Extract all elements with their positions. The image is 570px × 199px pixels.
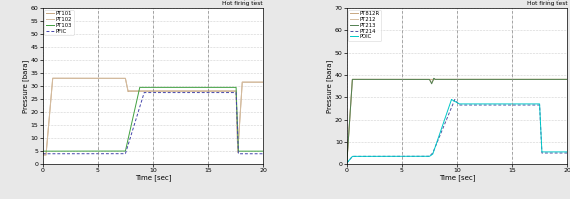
X-axis label: Time [sec]: Time [sec] — [439, 175, 475, 181]
PT214 — [451, 98, 458, 101]
POIC — [546, 151, 553, 153]
PT103 — [253, 150, 260, 152]
PT101 — [39, 154, 46, 156]
PT102 — [144, 90, 151, 92]
PT812R — [546, 78, 553, 81]
PT212 — [546, 78, 553, 81]
POIC — [436, 134, 443, 136]
POIC — [564, 151, 570, 153]
PT102 — [242, 81, 249, 83]
PT212 — [557, 78, 564, 81]
PT103 — [200, 86, 206, 89]
PT214 — [343, 162, 350, 164]
POIC — [557, 151, 564, 153]
POIC — [448, 98, 455, 101]
PFIC — [144, 91, 151, 94]
PT812R — [438, 78, 445, 81]
PT214 — [503, 104, 510, 106]
PT812R — [564, 78, 570, 81]
PT812R — [343, 162, 350, 164]
Line: PT212: PT212 — [347, 79, 567, 163]
Line: PT213: PT213 — [347, 78, 567, 163]
POIC — [448, 98, 455, 101]
PFIC — [141, 91, 148, 94]
Legend: PT812R, PT212, PT213, PT214, POIC: PT812R, PT212, PT213, PT214, POIC — [348, 10, 381, 41]
PFIC — [132, 120, 139, 123]
Line: PT812R: PT812R — [347, 79, 567, 163]
Line: PT214: PT214 — [347, 100, 567, 163]
PT102 — [49, 77, 56, 79]
PT214 — [448, 106, 455, 109]
PT812R — [503, 78, 510, 81]
PT101 — [49, 77, 56, 79]
PT812R — [436, 78, 443, 81]
Y-axis label: Pressure [bara]: Pressure [bara] — [327, 60, 333, 113]
PT213 — [448, 78, 455, 81]
Legend: PT101, PT102, PT103, PFIC: PT101, PT102, PT103, PFIC — [44, 10, 74, 35]
PT101 — [132, 90, 139, 93]
PT213 — [438, 78, 445, 81]
Line: PT102: PT102 — [43, 78, 263, 154]
PT101 — [144, 90, 151, 93]
PT103 — [136, 86, 143, 89]
Line: PT103: PT103 — [43, 87, 263, 151]
PT103 — [39, 150, 46, 152]
PT101 — [260, 81, 267, 83]
PT213 — [430, 77, 437, 79]
PT212 — [564, 78, 570, 81]
Line: PT101: PT101 — [43, 78, 263, 155]
Line: POIC: POIC — [347, 100, 567, 163]
PT103 — [144, 86, 151, 89]
PT102 — [200, 90, 206, 92]
PT213 — [557, 78, 564, 81]
PT213 — [436, 78, 443, 81]
POIC — [503, 103, 510, 105]
PFIC — [133, 114, 140, 117]
PT212 — [448, 78, 455, 81]
PT812R — [349, 78, 356, 81]
PFIC — [260, 153, 267, 155]
PT212 — [438, 78, 445, 81]
PT212 — [436, 78, 443, 81]
PT812R — [557, 78, 564, 81]
PT102 — [39, 153, 46, 155]
PT212 — [349, 78, 356, 81]
PFIC — [242, 153, 249, 155]
PT103 — [242, 150, 249, 152]
PT213 — [546, 78, 553, 81]
PT213 — [564, 78, 570, 81]
PT102 — [260, 81, 267, 83]
Y-axis label: Pressure [bara]: Pressure [bara] — [23, 60, 29, 113]
PT213 — [343, 162, 350, 164]
PT102 — [132, 90, 139, 92]
PT213 — [503, 78, 510, 81]
PT103 — [133, 98, 140, 100]
PFIC — [253, 153, 260, 155]
PT101 — [242, 81, 249, 83]
PFIC — [200, 91, 206, 94]
PT101 — [200, 90, 206, 93]
PT214 — [546, 152, 553, 154]
PT214 — [438, 131, 445, 134]
POIC — [438, 128, 445, 131]
Text: CBTF-20-25-025, 2020/09/04
Hot firing test: CBTF-20-25-025, 2020/09/04 Hot firing te… — [178, 0, 263, 6]
PT103 — [132, 106, 139, 108]
X-axis label: Time [sec]: Time [sec] — [135, 175, 171, 181]
PT214 — [564, 152, 570, 154]
PT103 — [260, 150, 267, 152]
PT214 — [557, 152, 564, 154]
PT102 — [253, 81, 260, 83]
PFIC — [39, 153, 46, 155]
PT214 — [436, 136, 443, 138]
PT812R — [448, 78, 455, 81]
PT102 — [134, 90, 141, 92]
PT212 — [343, 162, 350, 164]
PT101 — [253, 81, 260, 83]
PT212 — [503, 78, 510, 81]
Text: CBTF-20-25-025, 2020/09/04
Hot firing test: CBTF-20-25-025, 2020/09/04 Hot firing te… — [482, 0, 567, 6]
POIC — [343, 162, 350, 164]
PT101 — [134, 90, 141, 93]
Line: PFIC: PFIC — [43, 93, 263, 154]
